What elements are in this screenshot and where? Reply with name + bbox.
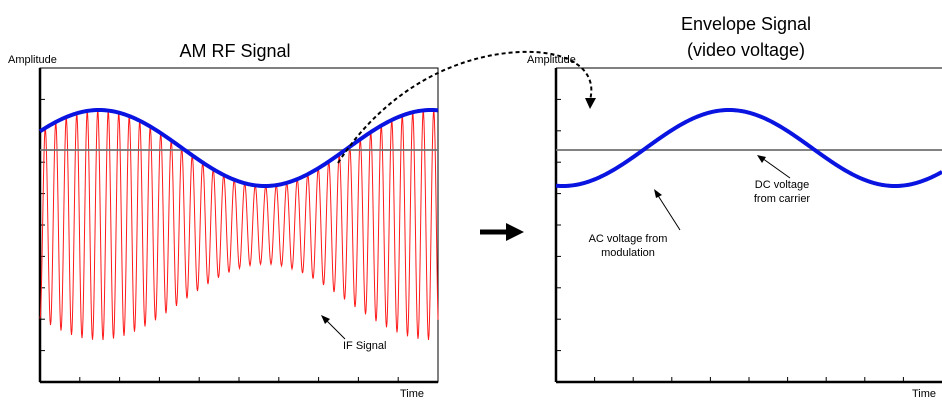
right-axis-ticks [556,98,904,382]
if-signal-label: IF Signal [343,340,386,352]
dc-voltage-pointer [761,157,791,179]
center-arrow-head [506,223,524,241]
if-signal-arrowhead [321,315,330,324]
left-x-axis-label: Time [400,388,424,400]
dashed-transfer-arrowhead [585,98,596,109]
right-panel-title-line1: Envelope Signal [681,14,811,34]
left-panel-title: AM RF Signal [179,41,290,61]
ac-voltage-label-line2: modulation [601,247,655,259]
ac-voltage-arrowhead [654,189,662,198]
right-panel: Envelope Signal (video voltage) Amplitud… [527,14,942,400]
rf-signal-waveform [39,110,439,341]
left-y-axis-label: Amplitude [8,54,57,66]
dc-voltage-label-line1: DC voltage [755,179,809,191]
dc-voltage-label-line2: from carrier [754,193,811,205]
dc-voltage-arrowhead [757,155,766,163]
right-x-axis-label: Time [912,388,936,400]
left-envelope-curve [38,107,439,189]
right-y-axis-label: Amplitude [527,54,576,66]
left-panel: AM RF Signal Amplitude Time IF Signal [8,41,439,400]
right-panel-title-line2: (video voltage) [687,40,805,60]
ac-voltage-label-line1: AC voltage from [589,233,668,245]
right-envelope-curve [555,107,942,189]
ac-voltage-pointer [656,193,681,231]
dashed-transfer-arrow [337,50,593,164]
